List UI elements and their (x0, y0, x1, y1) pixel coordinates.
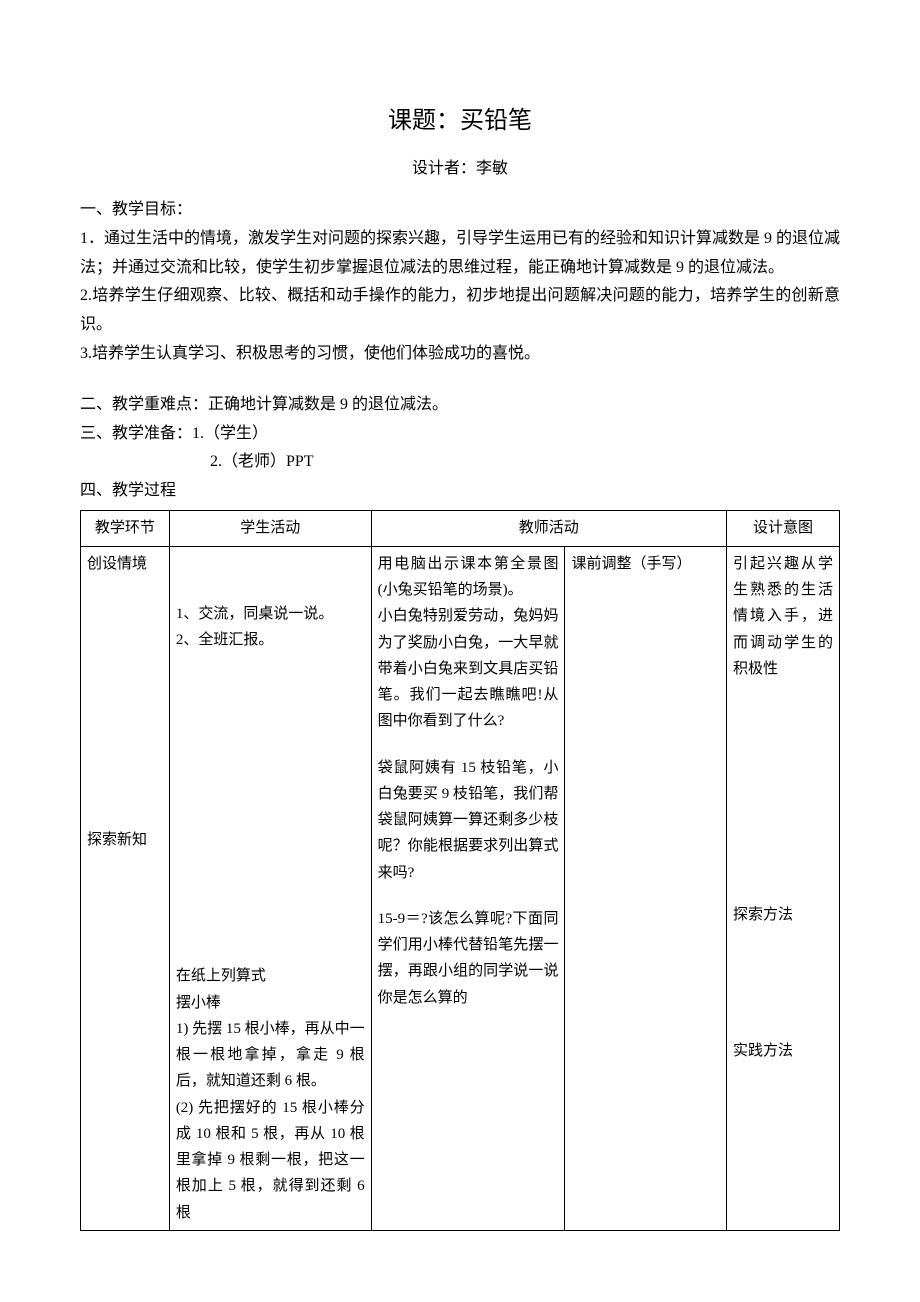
difficulty: 二、教学重难点：正确地计算减数是 9 的退位减法。 (80, 391, 840, 420)
student-1-text: 1、交流，同桌说一说。 2、全班汇报。 (176, 601, 365, 654)
teacher-2-text: 课前调整（手写） (571, 551, 719, 577)
cell-stage: 创设情境 探索新知 (81, 546, 170, 1230)
cell-teacher-adjust: 课前调整（手写） (565, 546, 726, 1230)
process-heading: 四、教学过程 (80, 477, 840, 506)
header-stage: 教学环节 (81, 510, 170, 546)
table-header-row: 教学环节 学生活动 教师活动 设计意图 (81, 510, 840, 546)
objective-3: 3.培养学生认真学习、积极思考的习惯，使他们体验成功的喜悦。 (80, 340, 840, 369)
teacher-1a-text: 用电脑出示课本第全景图(小兔买铅笔的场景)。 小白兔特别爱劳动，兔妈妈为了奖励小… (378, 551, 559, 735)
designer-label: 设计者：李敏 (80, 155, 840, 184)
table-row: 创设情境 探索新知 1、交流，同桌说一说。 2、全班汇报。 在纸上列算式 摆小棒… (81, 546, 840, 1230)
stage-2-text: 探索新知 (87, 827, 163, 853)
lesson-title: 课题：买铅笔 (80, 100, 840, 143)
cell-student: 1、交流，同桌说一说。 2、全班汇报。 在纸上列算式 摆小棒 1) 先摆 15 … (169, 546, 371, 1230)
intent-1-text: 引起兴趣从学生熟悉的生活情境入手，进而调动学生的积极性 (733, 551, 833, 682)
header-student: 学生活动 (169, 510, 371, 546)
intent-2-text: 探索方法 (733, 902, 833, 928)
header-teacher: 教师活动 (371, 510, 726, 546)
stage-1-text: 创设情境 (87, 551, 163, 577)
objective-1: 1．通过生活中的情境，激发学生对问题的探索兴趣，引导学生运用已有的经验和知识计算… (80, 225, 840, 283)
objectives-heading: 一、教学目标： (80, 196, 840, 225)
student-2-text: 在纸上列算式 摆小棒 1) 先摆 15 根小棒，再从中一根一根地拿掉，拿走 9 … (176, 963, 365, 1226)
objective-2: 2.培养学生仔细观察、比较、概括和动手操作的能力，初步地提出问题解决问题的能力，… (80, 282, 840, 340)
cell-teacher-activity: 用电脑出示课本第全景图(小兔买铅笔的场景)。 小白兔特别爱劳动，兔妈妈为了奖励小… (371, 546, 565, 1230)
prep-2: 2.（老师）PPT (80, 448, 840, 477)
header-intent: 设计意图 (726, 510, 839, 546)
prep-1: 三、教学准备：1.（学生） (80, 420, 840, 449)
cell-intent: 引起兴趣从学生熟悉的生活情境入手，进而调动学生的积极性 探索方法 实践方法 (726, 546, 839, 1230)
intent-3-text: 实践方法 (733, 1038, 833, 1064)
lesson-table: 教学环节 学生活动 教师活动 设计意图 创设情境 探索新知 1、交流，同桌说一说… (80, 510, 840, 1231)
teacher-1c-text: 15-9＝?该怎么算呢?下面同学们用小棒代替铅笔先摆一摆，再跟小组的同学说一说你… (378, 906, 559, 1011)
teacher-1b-text: 袋鼠阿姨有 15 枝铅笔，小白兔要买 9 枝铅笔，我们帮袋鼠阿姨算一算还剩多少枝… (378, 755, 559, 886)
